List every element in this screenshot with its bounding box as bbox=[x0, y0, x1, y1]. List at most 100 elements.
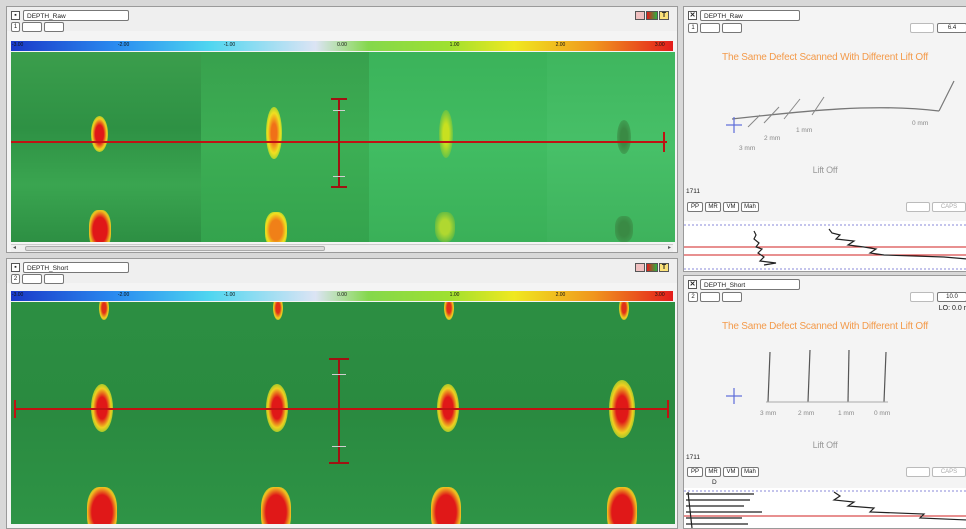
colormap-icon[interactable] bbox=[646, 11, 658, 20]
defect-indication bbox=[273, 302, 283, 320]
left-bracket[interactable] bbox=[14, 400, 16, 418]
defect-indication bbox=[266, 107, 282, 159]
cursor-cap bbox=[332, 446, 346, 447]
scale-tick: 1.00 bbox=[449, 292, 460, 298]
mr-button[interactable]: MR bbox=[705, 202, 721, 212]
liftoff-label: 2 mm bbox=[798, 410, 815, 417]
cursor-cap bbox=[331, 186, 347, 188]
sample-number: 1711 bbox=[686, 454, 700, 461]
panel-toolbar: ▪ DEPTH_Short 2 T bbox=[7, 259, 677, 284]
c-scan-image[interactable] bbox=[11, 302, 675, 524]
channel-number[interactable]: 2 bbox=[11, 274, 20, 284]
channel-tab[interactable]: DEPTH_Raw bbox=[23, 10, 129, 21]
lissajous-panel-raw: ✕ DEPTH_Raw 1 6.4 The Same Defect Scanne… bbox=[683, 6, 966, 272]
span-value[interactable]: 10.0 bbox=[937, 292, 966, 302]
defect-indication bbox=[89, 210, 111, 242]
channel-tab[interactable]: DEPTH_Short bbox=[23, 262, 129, 273]
disabled-button bbox=[906, 202, 930, 212]
scale-tick: 0.00 bbox=[337, 292, 347, 298]
span-value[interactable]: 6.4 bbox=[937, 23, 966, 33]
toolbar-button[interactable] bbox=[700, 23, 720, 33]
scroll-left-icon[interactable]: ◂ bbox=[13, 245, 17, 251]
toolbar-button[interactable] bbox=[44, 274, 64, 284]
scan-strip bbox=[369, 52, 547, 242]
channel-tab[interactable]: DEPTH_Short bbox=[700, 279, 800, 290]
disabled-button bbox=[910, 23, 934, 33]
info-icon[interactable]: T bbox=[659, 263, 669, 272]
scan-panel-short: ▪ DEPTH_Short 2 T -3.00 -2.00 -1.00 0.00… bbox=[6, 258, 678, 529]
mah-button[interactable]: Mah bbox=[741, 202, 759, 212]
defect-indication bbox=[607, 487, 637, 524]
defect-indication bbox=[91, 116, 108, 152]
scale-tick: 2.00 bbox=[555, 292, 566, 298]
window-icon[interactable]: ▪ bbox=[11, 263, 20, 272]
palette-icon[interactable] bbox=[635, 11, 645, 20]
channel-tab[interactable]: DEPTH_Raw bbox=[700, 10, 800, 21]
scroll-right-icon[interactable]: ▸ bbox=[667, 245, 671, 251]
close-icon[interactable]: ✕ bbox=[688, 11, 697, 20]
right-bracket[interactable] bbox=[667, 400, 669, 418]
lissajous-panel-short: ✕ DEPTH_Short 2 10.0 LO: 0.0 r The Same … bbox=[683, 275, 966, 529]
cursor-cap bbox=[332, 374, 346, 375]
toolbar-button[interactable] bbox=[722, 23, 742, 33]
color-scale: -3.00 -2.00 -1.00 0.00 1.00 2.00 3.00 bbox=[11, 41, 673, 51]
palette-icon[interactable] bbox=[635, 263, 645, 272]
disabled-button bbox=[906, 467, 930, 477]
scale-tick: 2.00 bbox=[555, 42, 566, 48]
channel-number[interactable]: 1 bbox=[11, 22, 20, 32]
scan-strip bbox=[201, 52, 369, 242]
vm-button[interactable]: VM bbox=[723, 202, 739, 212]
close-icon[interactable]: ✕ bbox=[688, 280, 697, 289]
caps-button: CAPS bbox=[932, 202, 966, 212]
pp-button[interactable]: PP bbox=[687, 202, 703, 212]
liftoff-label: 0 mm bbox=[874, 410, 891, 417]
defect-indication bbox=[615, 216, 633, 242]
toolbar-button[interactable] bbox=[22, 274, 42, 284]
trace-marker: D bbox=[712, 479, 717, 486]
sample-number: 1711 bbox=[686, 188, 700, 195]
scale-tick: 3.00 bbox=[654, 42, 665, 48]
trace-plot bbox=[684, 224, 966, 270]
scan-strip bbox=[11, 52, 201, 242]
mah-button[interactable]: Mah bbox=[741, 467, 759, 477]
vm-button[interactable]: VM bbox=[723, 467, 739, 477]
channel-number[interactable]: 1 bbox=[688, 23, 698, 33]
vertical-cursor[interactable] bbox=[338, 98, 340, 188]
toolbar-button[interactable] bbox=[22, 22, 42, 32]
toolbar-button[interactable] bbox=[44, 22, 64, 32]
cursor-cap bbox=[331, 98, 347, 100]
panel-toolbar: ▪ DEPTH_Raw 1 T bbox=[7, 7, 677, 32]
scale-tick: 1.00 bbox=[449, 42, 460, 48]
defect-indication bbox=[444, 302, 454, 320]
scan-panel-raw: ▪ DEPTH_Raw 1 T -3.00 -2.00 -1.00 0.00 1… bbox=[6, 6, 678, 253]
lissajous-plot bbox=[726, 349, 888, 404]
horizontal-scrollbar[interactable]: ◂ ▸ bbox=[11, 244, 673, 252]
toolbar-button[interactable] bbox=[700, 292, 720, 302]
disabled-button bbox=[910, 292, 934, 302]
info-icon[interactable]: T bbox=[659, 11, 669, 20]
colormap-icon[interactable] bbox=[646, 263, 658, 272]
defect-indication bbox=[619, 302, 629, 320]
toolbar-button[interactable] bbox=[722, 292, 742, 302]
liftoff-label: 0 mm bbox=[912, 120, 929, 127]
pp-button[interactable]: PP bbox=[687, 467, 703, 477]
strip-chart bbox=[684, 488, 966, 528]
scroll-thumb[interactable] bbox=[25, 246, 325, 251]
mr-button[interactable]: MR bbox=[705, 467, 721, 477]
defect-indication bbox=[99, 302, 109, 320]
channel-number[interactable]: 2 bbox=[688, 292, 698, 302]
c-scan-image[interactable] bbox=[11, 52, 675, 242]
vertical-cursor[interactable] bbox=[338, 358, 340, 464]
horizontal-cursor[interactable] bbox=[15, 408, 669, 410]
right-bracket[interactable] bbox=[663, 132, 665, 152]
liftoff-label: 3 mm bbox=[760, 410, 777, 417]
scale-tick: 3.00 bbox=[654, 292, 665, 298]
lissajous-plot bbox=[726, 80, 955, 133]
scale-tick: -1.00 bbox=[223, 292, 236, 298]
scale-tick: -1.00 bbox=[223, 42, 236, 48]
scale-tick: 0.00 bbox=[337, 42, 347, 48]
axis-label: Lift Off bbox=[812, 165, 838, 175]
liftoff-readout: LO: 0.0 r bbox=[938, 305, 966, 312]
scale-tick: -2.00 bbox=[117, 42, 130, 48]
window-icon[interactable]: ▪ bbox=[11, 11, 20, 20]
